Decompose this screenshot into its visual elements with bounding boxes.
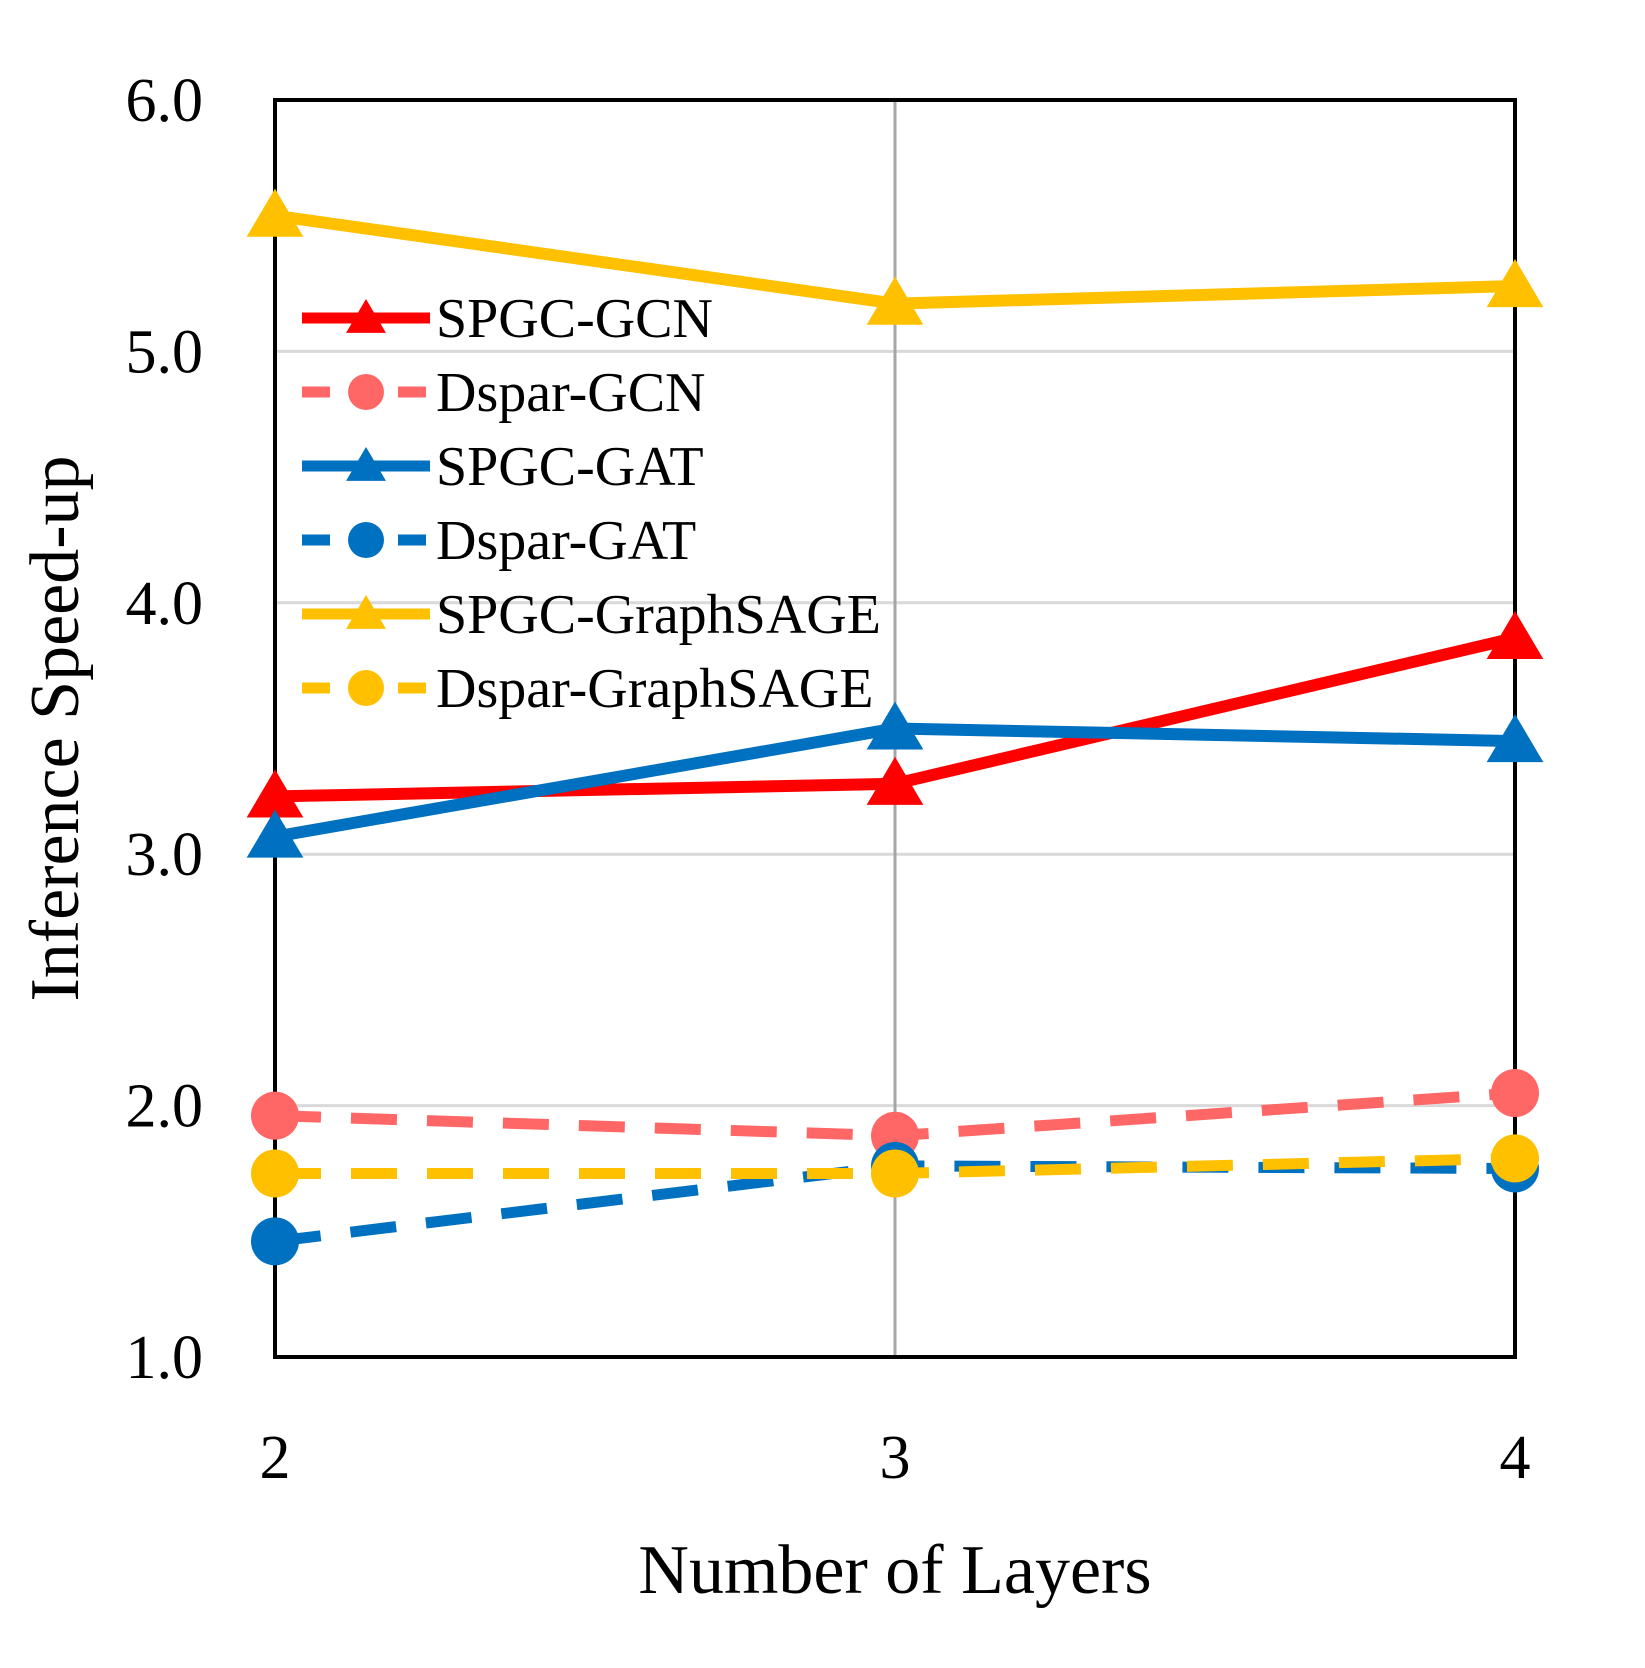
data-point [246, 188, 304, 237]
legend-label: SPGC-GraphSAGE [436, 584, 881, 646]
data-point [866, 276, 924, 325]
legend-item: SPGC-GCN [302, 288, 713, 350]
series-spgc-graphsage [246, 188, 1544, 325]
data-point [1486, 259, 1544, 308]
y-axis-label: Inference Speed-up [17, 455, 94, 1001]
legend-item: Dspar-GCN [302, 362, 706, 424]
data-point [251, 1217, 299, 1266]
legend-marker [346, 299, 386, 333]
legend-label: Dspar-GCN [436, 362, 706, 424]
series-dspar-graphsage [251, 1134, 1539, 1198]
data-point [246, 769, 304, 818]
series-spgc-gcn [246, 610, 1544, 818]
x-tick-label: 2 [260, 1424, 291, 1492]
y-tick-label: 5.0 [126, 318, 204, 386]
series-layer [246, 188, 1544, 1266]
data-point [871, 1149, 919, 1198]
data-point [866, 756, 924, 805]
y-axis-ticks: 1.0 2.0 3.0 4.0 5.0 6.0 [126, 67, 204, 1392]
x-tick-label: 4 [1500, 1424, 1531, 1492]
legend-label: Dspar-GAT [436, 510, 696, 572]
series-spgc-gat [246, 701, 1544, 858]
y-tick-label: 2.0 [126, 1073, 204, 1141]
legend-label: SPGC-GAT [436, 436, 704, 498]
legend-label: Dspar-GraphSAGE [436, 658, 873, 720]
data-point [866, 701, 924, 750]
x-axis-ticks: 2 3 4 [260, 1424, 1531, 1492]
y-tick-label: 1.0 [126, 1324, 204, 1392]
data-point [246, 809, 304, 858]
legend-marker [348, 670, 384, 706]
data-point [1486, 610, 1544, 660]
legend-marker [348, 522, 384, 558]
data-point [1486, 714, 1544, 763]
legend: SPGC-GCN Dspar-GCN SPGC-GAT Dspar-GAT SPGC-G… [302, 288, 881, 720]
data-point [251, 1091, 299, 1140]
x-tick-label: 3 [880, 1424, 911, 1492]
y-tick-label: 6.0 [126, 67, 204, 135]
y-tick-label: 3.0 [126, 821, 204, 889]
legend-label: SPGC-GCN [436, 288, 713, 350]
legend-item: Dspar-GAT [302, 510, 696, 572]
data-point [1491, 1134, 1539, 1183]
y-tick-label: 4.0 [126, 570, 204, 638]
legend-item: SPGC-GAT [302, 436, 704, 498]
data-point [251, 1149, 299, 1198]
legend-marker [348, 374, 384, 410]
legend-item: SPGC-GraphSAGE [302, 584, 881, 646]
legend-item: Dspar-GraphSAGE [302, 658, 873, 720]
legend-marker [346, 595, 386, 629]
legend-marker [346, 447, 386, 481]
data-point [1491, 1069, 1539, 1118]
x-axis-label: Number of Layers [638, 1532, 1151, 1609]
